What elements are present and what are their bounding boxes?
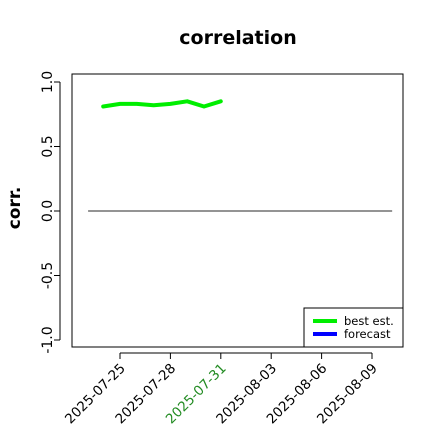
legend-label: best est. — [344, 314, 394, 328]
y-axis-label: corr. — [5, 187, 25, 230]
y-axis: -1.0 -0.5 0.0 0.5 1.0 — [40, 71, 61, 354]
y-tick-label: 1.0 — [40, 71, 56, 93]
y-tick-label: -0.5 — [40, 262, 56, 289]
legend-label: forecast — [344, 327, 391, 341]
y-tick-label: 0.5 — [40, 135, 56, 157]
chart-title: correlation — [179, 27, 296, 49]
y-tick-label: -1.0 — [40, 326, 56, 353]
plot-frame — [71, 73, 404, 348]
y-tick-label: 0.0 — [40, 200, 56, 222]
series-line — [101, 99, 223, 109]
series-layer — [101, 99, 223, 109]
legend-box — [303, 307, 404, 348]
legend: best est.forecast — [303, 307, 404, 348]
x-axis: 2025-07-252025-07-282025-07-312025-08-03… — [62, 352, 381, 427]
